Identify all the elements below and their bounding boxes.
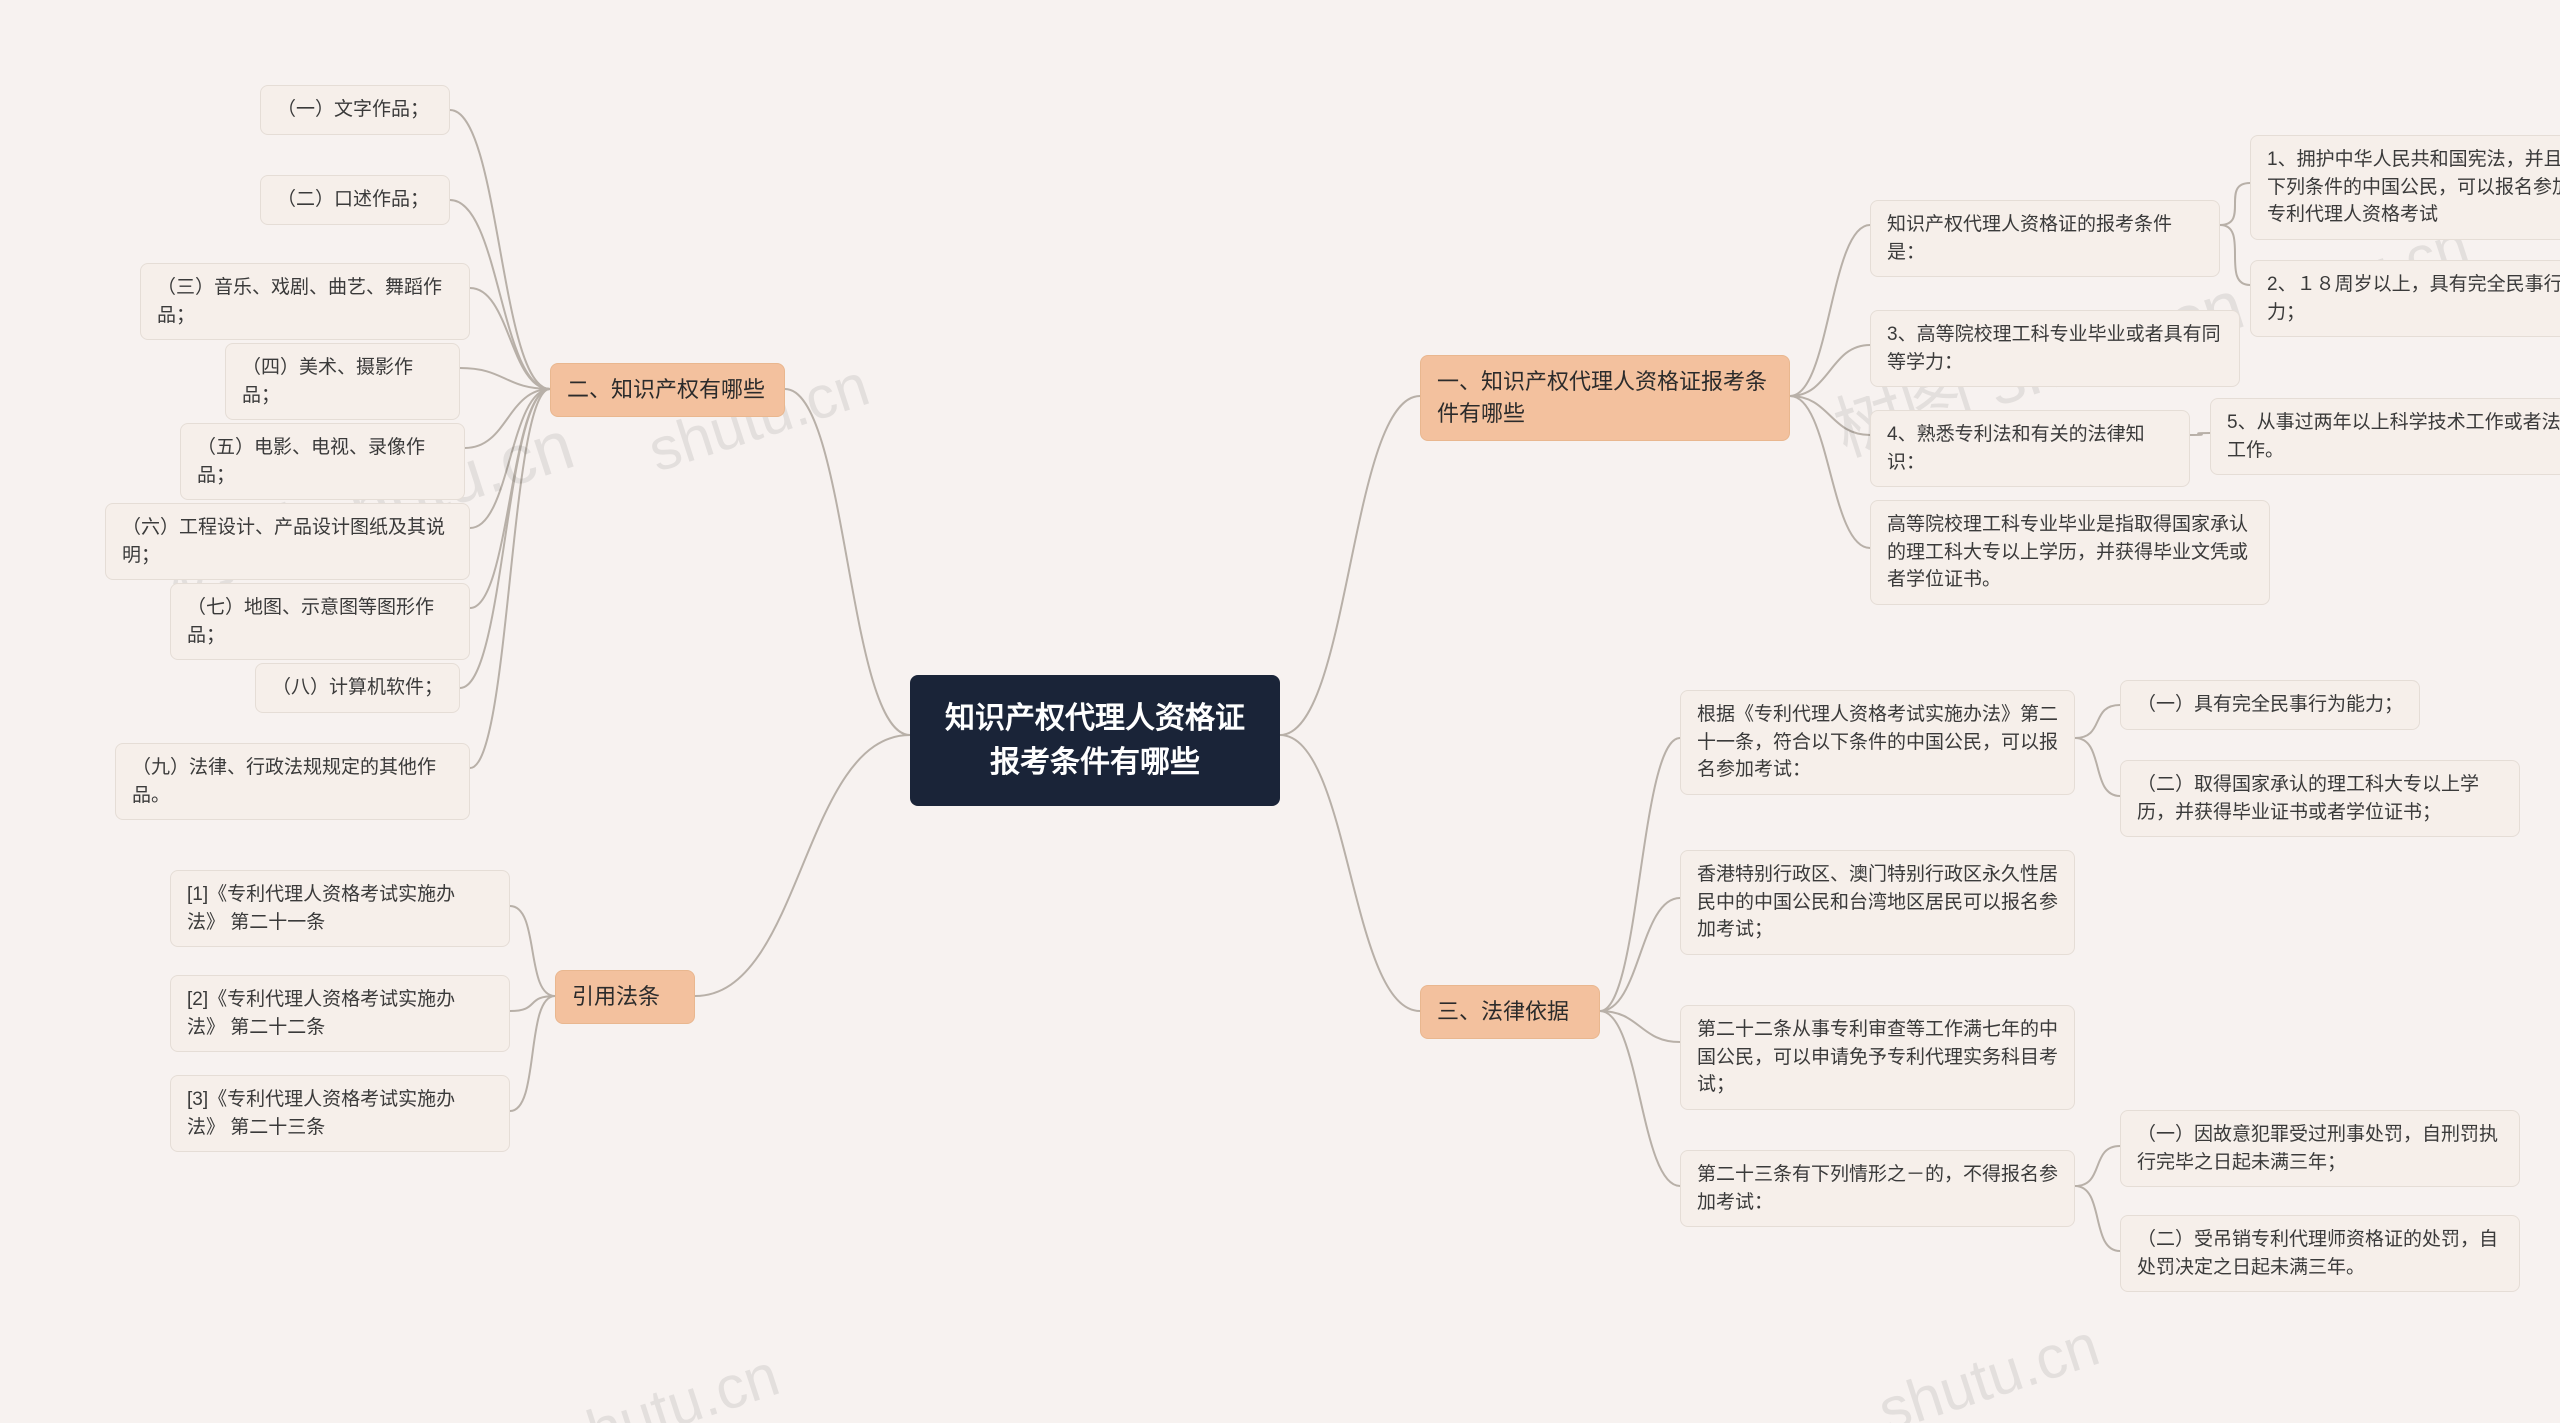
- node-b3c4a: （一）因故意犯罪受过刑事处罚，自刑罚执行完毕之日起未满三年；: [2120, 1110, 2520, 1187]
- edge-b3-b3c3: [1600, 1011, 1680, 1042]
- edge-b4-b4c1: [510, 906, 555, 996]
- edge-root-b1: [1280, 396, 1420, 735]
- node-b1c3: 4、熟悉专利法和有关的法律知识：: [1870, 410, 2190, 487]
- edge-b1c3-b1c3a: [2190, 433, 2210, 435]
- node-b1c1b: 2、１８周岁以上，具有完全民事行为能力；: [2250, 260, 2560, 337]
- node-b4: 引用法条: [555, 970, 695, 1024]
- edge-b3c1-b3c1a: [2075, 705, 2120, 738]
- node-b2c9: （九）法律、行政法规规定的其他作品。: [115, 743, 470, 820]
- edge-b1-b1c3: [1790, 396, 1870, 435]
- node-b2c6: （六）工程设计、产品设计图纸及其说明；: [105, 503, 470, 580]
- edge-b3-b3c1: [1600, 738, 1680, 1011]
- watermark: shutu.cn: [1870, 1310, 2107, 1423]
- node-b2c3: （三）音乐、戏剧、曲艺、舞蹈作品；: [140, 263, 470, 340]
- edge-b2-b2c1: [450, 110, 550, 389]
- node-b4c1: [1]《专利代理人资格考试实施办法》 第二十一条: [170, 870, 510, 947]
- node-root: 知识产权代理人资格证报考条件有哪些: [910, 675, 1280, 806]
- node-b3: 三、法律依据: [1420, 985, 1600, 1039]
- node-b2: 二、知识产权有哪些: [550, 363, 785, 417]
- edge-b2-b2c6: [470, 389, 550, 528]
- edge-b2-b2c3: [470, 288, 550, 389]
- edge-b1c1-b1c1b: [2220, 225, 2250, 285]
- mindmap-canvas: 树图 shutu.cnshutu.cn树图 shutu.cnshutu.cnsh…: [0, 0, 2560, 1423]
- edge-b3c4-b3c4a: [2075, 1146, 2120, 1186]
- node-b2c4: （四）美术、摄影作品；: [225, 343, 460, 420]
- node-b1c1: 知识产权代理人资格证的报考条件是：: [1870, 200, 2220, 277]
- node-b1c2: 3、高等院校理工科专业毕业或者具有同等学力：: [1870, 310, 2240, 387]
- node-b2c8: （八）计算机软件；: [255, 663, 460, 713]
- edge-b1-b1c2: [1790, 345, 1870, 396]
- node-b2c1: （一）文字作品；: [260, 85, 450, 135]
- node-b3c1a: （一）具有完全民事行为能力；: [2120, 680, 2420, 730]
- node-b3c1b: （二）取得国家承认的理工科大专以上学历，并获得毕业证书或者学位证书；: [2120, 760, 2520, 837]
- edge-root-b4: [695, 735, 910, 996]
- edge-b2-b2c4: [460, 368, 550, 389]
- edge-root-b2: [785, 389, 910, 735]
- edge-b2-b2c5: [465, 389, 550, 448]
- edge-root-b3: [1280, 735, 1420, 1011]
- node-b4c2: [2]《专利代理人资格考试实施办法》 第二十二条: [170, 975, 510, 1052]
- node-b1c3a: 5、从事过两年以上科学技术工作或者法律工作。: [2210, 398, 2560, 475]
- edge-b3c1-b3c1b: [2075, 738, 2120, 796]
- edge-b1c1-b1c1a: [2220, 183, 2250, 225]
- node-b4c3: [3]《专利代理人资格考试实施办法》 第二十三条: [170, 1075, 510, 1152]
- node-b1c1a: 1、拥护中华人民共和国宪法，并且具备下列条件的中国公民，可以报名参加全国专利代理…: [2250, 135, 2560, 240]
- node-b3c3: 第二十二条从事专利审查等工作满七年的中国公民，可以申请免予专利代理实务科目考试；: [1680, 1005, 2075, 1110]
- edge-b3-b3c2: [1600, 898, 1680, 1011]
- node-b1: 一、知识产权代理人资格证报考条件有哪些: [1420, 355, 1790, 441]
- node-b3c4b: （二）受吊销专利代理师资格证的处罚，自处罚决定之日起未满三年。: [2120, 1215, 2520, 1292]
- node-b3c2: 香港特别行政区、澳门特别行政区永久性居民中的中国公民和台湾地区居民可以报名参加考…: [1680, 850, 2075, 955]
- edge-b2-b2c9: [470, 389, 550, 768]
- watermark: shutu.cn: [550, 1340, 787, 1423]
- edge-b1-b1c1: [1790, 225, 1870, 396]
- node-b3c1: 根据《专利代理人资格考试实施办法》第二十一条，符合以下条件的中国公民，可以报名参…: [1680, 690, 2075, 795]
- edge-b3-b3c4: [1600, 1011, 1680, 1186]
- edge-b4-b4c3: [510, 996, 555, 1111]
- node-b2c7: （七）地图、示意图等图形作品；: [170, 583, 470, 660]
- edge-b4-b4c2: [510, 996, 555, 1011]
- edge-b1-b1c4: [1790, 396, 1870, 548]
- edge-b2-b2c8: [460, 389, 550, 688]
- edge-b2-b2c7: [470, 389, 550, 608]
- edge-b3c4-b3c4b: [2075, 1186, 2120, 1251]
- node-b2c2: （二）口述作品；: [260, 175, 450, 225]
- node-b1c4: 高等院校理工科专业毕业是指取得国家承认的理工科大专以上学历，并获得毕业文凭或者学…: [1870, 500, 2270, 605]
- node-b2c5: （五）电影、电视、录像作品；: [180, 423, 465, 500]
- node-b3c4: 第二十三条有下列情形之－的，不得报名参加考试：: [1680, 1150, 2075, 1227]
